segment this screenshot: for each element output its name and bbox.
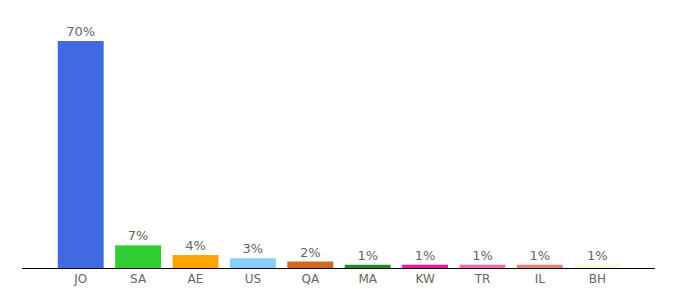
bar: [517, 265, 563, 268]
x-axis-line: [22, 268, 655, 269]
data-labels: 70% 7% 4% 3% 2% 1% 1% 1% 1% 1%: [66, 24, 607, 263]
x-tick: KW: [415, 272, 434, 286]
x-tick: AE: [188, 272, 204, 286]
bar: [402, 265, 448, 268]
data-label: 3%: [243, 241, 264, 256]
data-label: 1%: [357, 248, 378, 263]
bar: [58, 41, 104, 268]
data-label: 7%: [128, 228, 149, 243]
bar: [173, 255, 219, 268]
x-tick-label: QA: [301, 272, 319, 286]
x-tick: IL: [535, 272, 546, 286]
data-label: 70%: [66, 24, 95, 39]
data-label: 2%: [300, 245, 321, 260]
x-tick-label: SA: [130, 272, 147, 286]
x-tick-label: MA: [358, 272, 377, 286]
data-label: 4%: [185, 238, 206, 253]
x-tick-label: AE: [188, 272, 204, 286]
x-tick: US: [245, 272, 261, 286]
bar: [115, 245, 161, 268]
x-tick-label: KW: [415, 272, 434, 286]
bar: [345, 265, 391, 268]
x-tick-label: IL: [535, 272, 546, 286]
bars: [58, 41, 621, 268]
x-tick: SA: [130, 272, 147, 286]
x-axis: JO SA AE US QA MA KW TR IL BH: [22, 269, 655, 286]
x-tick: JO: [73, 272, 87, 286]
bar: [574, 265, 620, 268]
x-tick-label: TR: [474, 272, 491, 286]
x-tick: BH: [589, 272, 606, 286]
data-label: 1%: [415, 248, 436, 263]
x-tick: MA: [358, 272, 377, 286]
x-tick: QA: [301, 272, 319, 286]
bar: [460, 265, 506, 268]
bar: [230, 258, 276, 268]
x-tick-label: JO: [73, 272, 87, 286]
data-label: 1%: [472, 248, 493, 263]
data-label: 1%: [587, 248, 608, 263]
bar: [287, 262, 333, 268]
x-tick: TR: [474, 272, 491, 286]
data-label: 1%: [530, 248, 551, 263]
chart: 70% 7% 4% 3% 2% 1% 1% 1% 1% 1% JO SA AE US QA MA KW TR IL B…: [0, 0, 680, 300]
x-tick-label: BH: [589, 272, 606, 286]
x-tick-label: US: [245, 272, 261, 286]
